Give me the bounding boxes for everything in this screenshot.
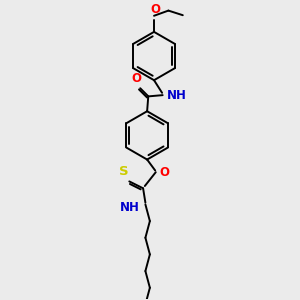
- Text: NH: NH: [167, 88, 187, 102]
- Text: O: O: [150, 3, 160, 16]
- Text: O: O: [131, 72, 141, 86]
- Text: NH: NH: [120, 201, 140, 214]
- Text: O: O: [159, 166, 169, 179]
- Text: S: S: [119, 165, 128, 178]
